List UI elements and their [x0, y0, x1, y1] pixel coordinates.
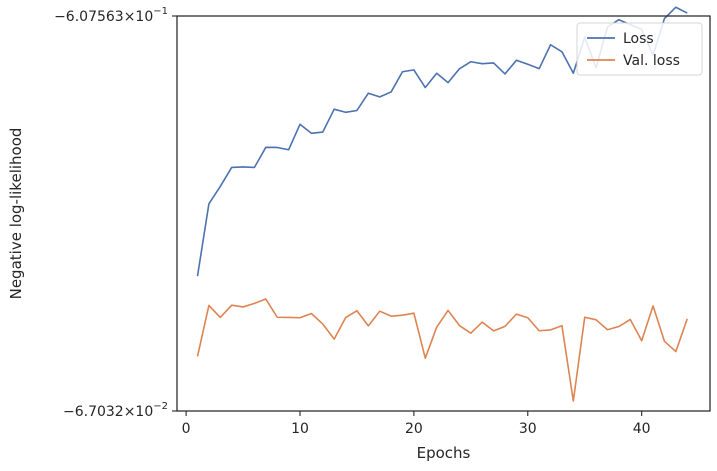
x-tick-label: 10: [291, 421, 309, 437]
x-tick-label: 20: [405, 421, 423, 437]
y-tick-label: −6.07563×10−1: [54, 6, 168, 25]
series-line-2: [196, 298, 688, 402]
plot-frame: [176, 15, 711, 412]
x-tick-label: 30: [519, 421, 537, 437]
y-axis-label: Negative log-likelihood: [7, 128, 25, 300]
legend-label: Val. loss: [623, 53, 680, 69]
x-tick-label: 40: [633, 421, 651, 437]
y-tick-label: −6.7032×10−2: [63, 401, 168, 420]
x-axis-label: Epochs: [417, 444, 471, 462]
legend-label: Loss: [623, 31, 654, 47]
legend: Loss Val. loss: [576, 22, 703, 76]
x-tick-label: 0: [182, 421, 191, 437]
legend-box: [576, 22, 703, 76]
x-axis-ticks: 0 10 20 30 40: [182, 411, 651, 437]
y-axis-ticks: −6.7032×10−2 −6.07563×10−1: [54, 6, 177, 420]
